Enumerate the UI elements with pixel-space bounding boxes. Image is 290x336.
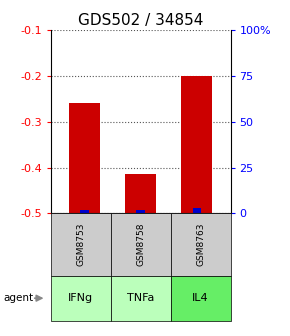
Bar	[193, 208, 201, 213]
Bar	[80, 210, 89, 213]
Text: TNFa: TNFa	[127, 293, 154, 303]
Bar	[181, 76, 212, 213]
Bar	[69, 103, 100, 213]
Bar	[136, 210, 145, 213]
Text: GSM8758: GSM8758	[136, 223, 145, 266]
Text: agent: agent	[3, 293, 33, 303]
Text: IL4: IL4	[192, 293, 209, 303]
Text: IFNg: IFNg	[68, 293, 93, 303]
Text: GSM8753: GSM8753	[76, 223, 85, 266]
Text: GSM8763: GSM8763	[196, 223, 205, 266]
Title: GDS502 / 34854: GDS502 / 34854	[78, 13, 203, 28]
Bar	[125, 174, 156, 213]
